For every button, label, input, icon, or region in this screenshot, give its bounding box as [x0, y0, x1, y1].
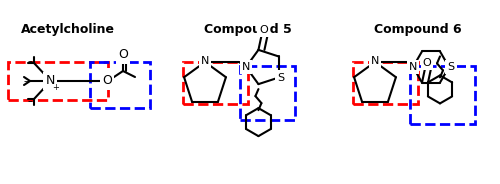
Bar [410, 66, 475, 124]
Bar [353, 62, 418, 104]
Text: O: O [102, 75, 112, 88]
Text: S: S [448, 62, 454, 72]
Text: O: O [422, 58, 432, 68]
Text: –: – [28, 56, 32, 66]
Bar [183, 62, 248, 104]
Text: N: N [46, 75, 54, 88]
Text: Compound 6: Compound 6 [374, 22, 462, 36]
Text: O: O [259, 25, 268, 35]
Text: N: N [371, 56, 379, 66]
Text: Compound 5: Compound 5 [204, 22, 292, 36]
Text: +: + [52, 84, 60, 93]
Text: N: N [201, 56, 209, 66]
Text: N: N [409, 62, 417, 72]
Bar [8, 62, 108, 100]
Text: Acetylcholine: Acetylcholine [21, 22, 115, 36]
Bar [90, 62, 150, 108]
Text: S: S [277, 72, 284, 83]
Bar [240, 66, 295, 120]
Text: –: – [28, 96, 32, 106]
Text: –: – [24, 76, 28, 86]
Text: N: N [242, 62, 250, 72]
Text: O: O [118, 49, 128, 61]
